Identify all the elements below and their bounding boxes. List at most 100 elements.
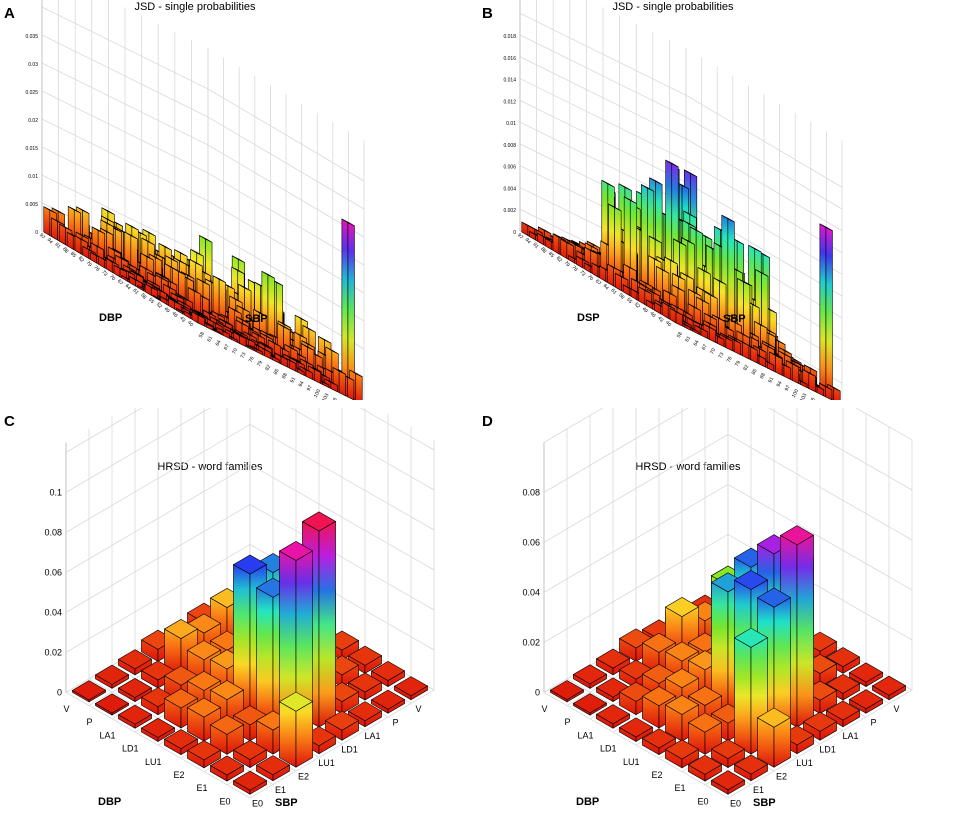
z-tick-label: 0.018: [503, 34, 516, 40]
x-tick-label: LD1: [819, 744, 836, 754]
x-tick-label: E2: [776, 771, 787, 781]
z-tick-label: 0.025: [25, 90, 38, 96]
y-tick-label: 79: [85, 260, 93, 268]
bar: [163, 729, 199, 756]
x-tick-label: 64: [215, 339, 223, 347]
z-tick-label: 0.02: [522, 637, 540, 647]
bar: [572, 693, 608, 716]
x-tick-label: 61: [206, 335, 214, 343]
panel-b: B JSD - single probabilities 0 0.002 0.004 0.…: [478, 0, 948, 400]
bar: [871, 675, 907, 701]
bar: [191, 311, 205, 327]
bar: [278, 691, 314, 768]
bar: [641, 728, 677, 756]
bar: [710, 739, 746, 769]
y-tick-label: 40: [664, 320, 672, 328]
x-tick-label: 73: [240, 351, 248, 359]
y-tick-label: E0: [219, 796, 230, 806]
y-tick-label: 64: [124, 283, 132, 291]
bar: [819, 223, 833, 400]
grid-lines: [65, 408, 435, 799]
z-tick-label: 0.06: [522, 537, 540, 547]
y-tick-label: 85: [69, 251, 77, 259]
y-tick-label: 52: [155, 301, 163, 309]
bar: [232, 770, 268, 795]
z-tick-label: 0.04: [44, 607, 62, 617]
bars: [43, 205, 363, 400]
chart-c: C HRSD - word families 0 0.02 0.04 0.06 0.08 0.…: [4, 408, 435, 808]
z-tick-label: 0.008: [503, 143, 516, 149]
x-tick-label: 76: [248, 356, 256, 364]
x-tick-label: 106: [808, 397, 817, 400]
x-tick-label: V: [415, 704, 421, 714]
y-tick-label: E2: [173, 770, 184, 780]
y-axis-label: DBP: [99, 312, 122, 324]
x-tick-label: 88: [281, 372, 289, 380]
z-tick-label: 0.01: [28, 174, 38, 180]
panel-label: C: [4, 413, 15, 430]
chart-title: HRSD - word families: [635, 461, 741, 473]
panel-a: A JSD - single probabilities 0 0.005 0.01 0.0…: [0, 0, 470, 400]
bar: [664, 739, 700, 769]
bar: [324, 378, 338, 393]
y-tick-label: 82: [77, 255, 85, 263]
bar: [94, 664, 130, 689]
bar: [825, 700, 861, 728]
bar: [71, 680, 107, 703]
y-tick-label: 58: [617, 292, 625, 300]
z-tick-label: 0.08: [44, 527, 62, 537]
x-tick-label: E1: [753, 785, 764, 795]
y-tick-label: 67: [116, 278, 124, 286]
bar: [572, 664, 608, 689]
x-tick-label: 94: [298, 380, 306, 388]
x-tick-label: LA1: [842, 731, 858, 741]
bar: [113, 264, 127, 281]
z-tick-label: 0.01: [506, 121, 516, 127]
x-tick-label: 79: [256, 360, 264, 368]
z-tick-label: 0.012: [503, 99, 516, 105]
y-tick-label: LA1: [577, 730, 593, 740]
y-axis-label: DBP: [576, 796, 599, 808]
panel-c: C HRSD - word families 0 0.02 0.04 0.06 0.08 0.…: [0, 408, 470, 808]
z-tick-label: 0.006: [503, 165, 516, 171]
y-axis-label: DSP: [577, 312, 600, 324]
y-tick-label: 58: [139, 292, 147, 300]
y-tick-label: 40: [186, 320, 194, 328]
y-tick-label: 55: [625, 297, 633, 305]
x-tick-label: LU1: [796, 758, 813, 768]
y-tick-label: 73: [578, 269, 586, 277]
y-tick-label: 82: [555, 255, 563, 263]
chart-title: HRSD - word families: [157, 461, 263, 473]
bar: [756, 707, 792, 768]
x-tick-label: LU1: [318, 758, 335, 768]
bar: [608, 203, 622, 289]
z-tick-label: 0.004: [503, 186, 516, 192]
x-tick-label: 91: [767, 376, 775, 384]
y-tick-label: 76: [570, 265, 578, 273]
bar: [186, 740, 222, 769]
z-tick-label: 0.014: [503, 78, 516, 84]
bar: [802, 711, 838, 741]
x-tick-label: P: [870, 717, 876, 727]
x-tick-label: 85: [751, 368, 759, 376]
x-tick-label: 58: [676, 331, 684, 339]
y-tick-label: E1: [674, 783, 685, 793]
y-tick-label: 88: [61, 246, 69, 254]
x-axis-label: SBP: [245, 313, 268, 325]
x-tick-label: V: [893, 704, 899, 714]
z-tick-label: 0.1: [49, 487, 62, 497]
y-tick-label: 67: [594, 278, 602, 286]
chart-b: B JSD - single probabilities 0 0.002 0.004 0.…: [482, 0, 843, 400]
bar: [848, 689, 884, 714]
chart-title: JSD - single probabilities: [612, 1, 734, 13]
z-tick-label: 0.035: [25, 34, 38, 40]
bar: [848, 662, 884, 688]
y-tick-label: 85: [547, 251, 555, 259]
y-tick-label: 94: [524, 237, 532, 245]
x-tick-label: 58: [198, 331, 206, 339]
x-tick-label: 82: [742, 364, 750, 372]
bar: [140, 717, 176, 742]
x-tick-label: 88: [759, 372, 767, 380]
bar: [278, 540, 314, 742]
